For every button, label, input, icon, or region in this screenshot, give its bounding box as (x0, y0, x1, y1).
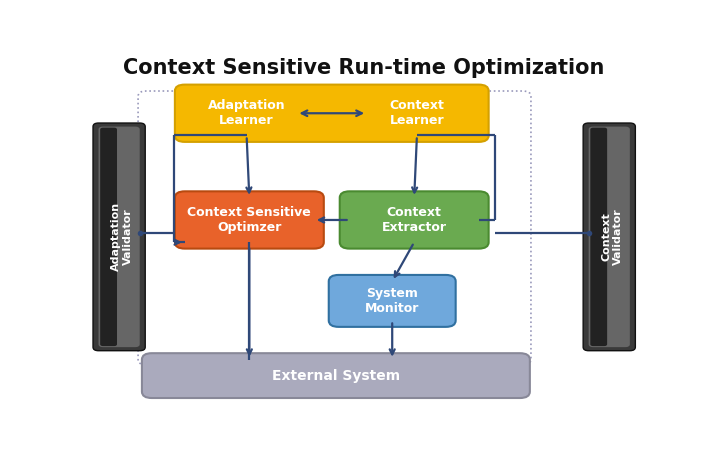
FancyBboxPatch shape (591, 128, 607, 346)
FancyBboxPatch shape (329, 275, 456, 327)
FancyBboxPatch shape (99, 127, 140, 347)
FancyBboxPatch shape (138, 91, 531, 365)
Text: Context Sensitive
Optimzer: Context Sensitive Optimzer (187, 206, 311, 234)
FancyBboxPatch shape (588, 127, 630, 347)
Text: Adaptation
Learner: Adaptation Learner (208, 99, 286, 127)
FancyBboxPatch shape (93, 123, 145, 351)
FancyBboxPatch shape (142, 353, 530, 398)
FancyBboxPatch shape (100, 128, 117, 346)
Text: Context
Learner: Context Learner (389, 99, 445, 127)
FancyBboxPatch shape (175, 191, 324, 249)
Text: Context
Extractor: Context Extractor (381, 206, 447, 234)
FancyBboxPatch shape (175, 85, 489, 142)
Text: System
Monitor: System Monitor (365, 287, 420, 315)
Text: External System: External System (272, 369, 400, 383)
Text: Adaptation
Validator: Adaptation Validator (111, 202, 133, 272)
Text: Context Sensitive Run-time Optimization: Context Sensitive Run-time Optimization (123, 58, 604, 78)
FancyBboxPatch shape (340, 191, 489, 249)
Text: Context
Validator: Context Validator (601, 208, 623, 265)
FancyBboxPatch shape (583, 123, 635, 351)
